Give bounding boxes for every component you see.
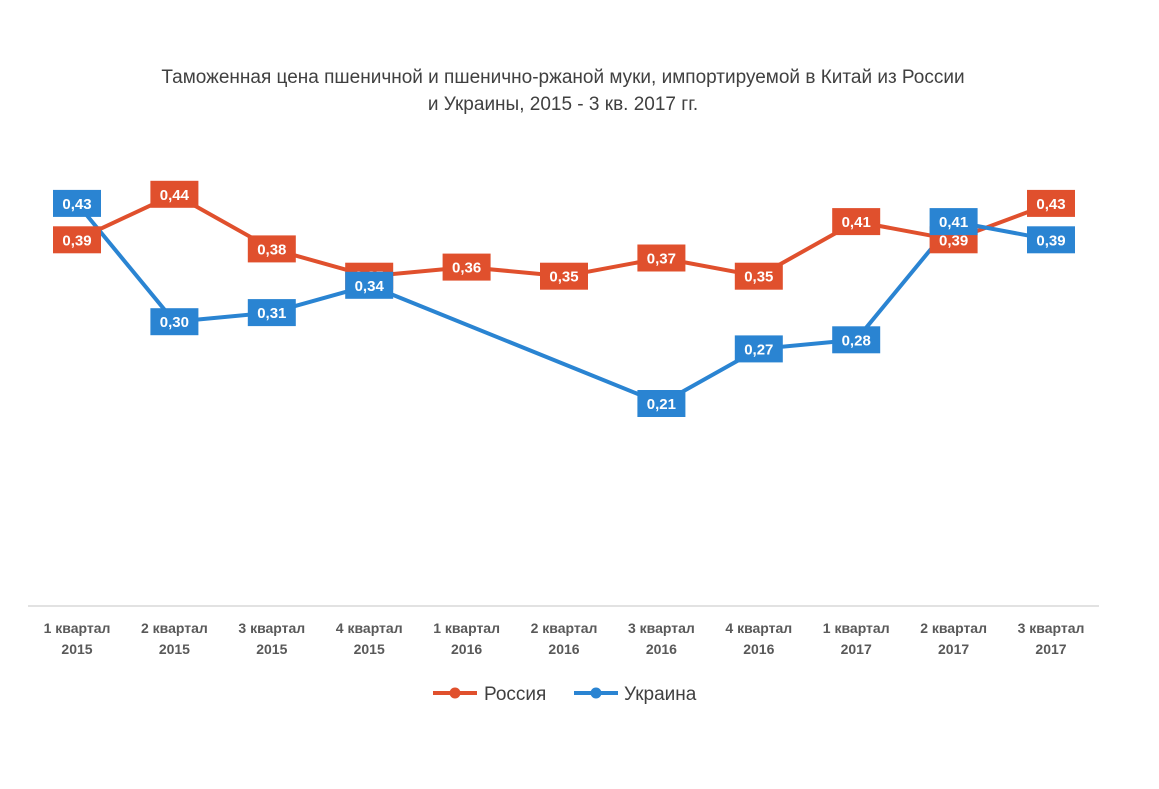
data-point-ukraine: 0,39 (1027, 226, 1075, 254)
data-label-box (247, 299, 296, 327)
data-label: 0,21 (647, 396, 676, 413)
data-label-box (53, 189, 101, 217)
data-label: 0,27 (744, 341, 773, 358)
data-label: 0,36 (452, 260, 481, 277)
data-label-box (734, 262, 783, 290)
x-tick-label: 2 квартал 2015 (141, 620, 208, 657)
data-label-box (1027, 189, 1075, 217)
legend-label: Россия (484, 684, 546, 705)
data-point-ukraine: 0,43 (53, 189, 101, 217)
data-point-ukraine: 0,21 (637, 390, 686, 417)
data-label-box (540, 262, 588, 290)
data-label: 0,30 (160, 314, 189, 331)
data-point-ukraine: 0,34 (345, 271, 394, 299)
data-label: 0,39 (939, 232, 968, 249)
data-point-ukraine: 0,27 (734, 335, 783, 363)
data-label: 0,39 (1036, 232, 1065, 249)
x-tick-label: 3 квартал 2015 (238, 620, 305, 657)
data-label-box (1027, 226, 1075, 254)
data-point-russia: 0,36 (442, 253, 491, 281)
data-point-russia: 0,43 (1027, 189, 1075, 217)
data-label: 0,43 (62, 196, 91, 213)
data-point-russia: 0,35 (734, 262, 783, 290)
data-point-ukraine: 0,41 (929, 208, 978, 236)
data-label: 0,44 (160, 187, 190, 204)
data-label: 0,41 (842, 214, 871, 231)
series-line-ukraine (75, 201, 1053, 406)
x-tick-label: 4 квартал 2016 (725, 620, 792, 657)
data-point-russia: 0,39 (53, 226, 101, 254)
data-label-box (832, 326, 881, 354)
legend-item-russia: Россия (433, 684, 546, 705)
data-point-russia: 0,35 (540, 262, 588, 290)
data-label: 0,39 (62, 232, 91, 249)
data-point-russia: 0,37 (637, 244, 686, 272)
x-tick-label: 2 квартал 2016 (531, 620, 598, 657)
legend: Россия Украина (433, 684, 697, 705)
data-label-box (637, 390, 686, 417)
data-label: 0,35 (744, 269, 773, 286)
data-label-box (929, 208, 978, 236)
data-label: 0,34 (355, 278, 385, 295)
legend-marker (449, 687, 461, 699)
data-point-ukraine: 0,31 (247, 299, 296, 327)
legend-label: Украина (624, 684, 697, 705)
data-label: 0,35 (549, 269, 578, 286)
data-label-box (345, 271, 394, 299)
data-label-box (150, 308, 199, 336)
data-label-box (832, 208, 881, 236)
x-tick-label: 1 квартал 2015 (44, 620, 111, 657)
data-label-box (637, 244, 686, 272)
data-label-box (150, 180, 199, 208)
data-label: 0,31 (257, 305, 286, 322)
chart-title-line-2: и Украины, 2015 - 3 кв. 2017 гг. (428, 94, 698, 115)
series-layer: 0,390,440,380,350,360,350,370,350,410,39… (53, 180, 1075, 417)
data-label-box (53, 226, 101, 254)
x-tick-label: 3 квартал 2017 (1018, 620, 1085, 657)
data-label: 0,41 (939, 214, 968, 231)
x-tick-label: 1 квартал 2016 (433, 620, 500, 657)
legend-marker (590, 687, 602, 699)
legend-item-ukraine: Украина (574, 684, 697, 705)
data-point-ukraine: 0,30 (150, 308, 199, 336)
data-label-box (442, 253, 491, 281)
x-tick-label: 1 квартал 2017 (823, 620, 890, 657)
data-point-ukraine: 0,28 (832, 326, 881, 354)
data-label: 0,43 (1036, 196, 1065, 213)
chart-title-line-1: Таможенная цена пшеничной и пшенично-ржа… (161, 67, 964, 88)
x-tick-label: 3 квартал 2016 (628, 620, 695, 657)
data-label-box (247, 235, 296, 263)
data-label: 0,37 (647, 251, 676, 268)
x-tick-label: 4 квартал 2015 (336, 620, 403, 657)
data-label: 0,28 (842, 332, 871, 349)
data-point-russia: 0,38 (247, 235, 296, 263)
data-label-box (734, 335, 783, 363)
data-label: 0,38 (257, 241, 286, 258)
x-tick-label: 2 квартал 2017 (920, 620, 987, 657)
x-axis-ticks: 1 квартал 2015 2 квартал 2015 3 квартал 2015 4… (44, 620, 1085, 657)
data-point-russia: 0,44 (150, 180, 199, 208)
data-point-russia: 0,41 (832, 208, 881, 236)
